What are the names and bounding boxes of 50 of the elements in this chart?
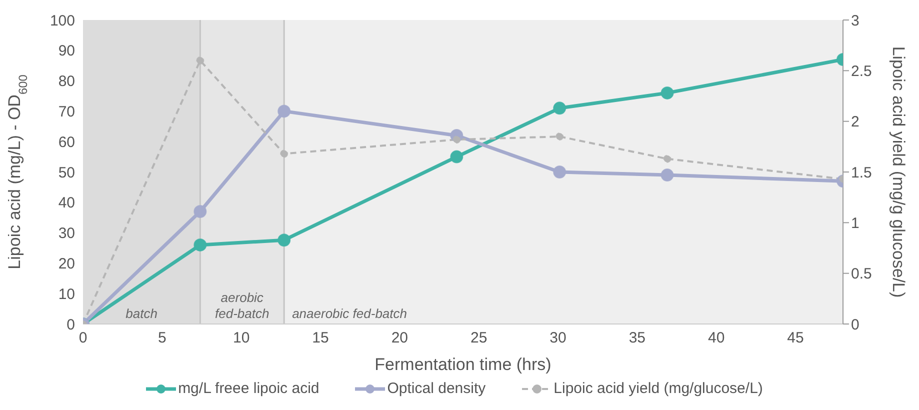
y2-tick-label: 2 xyxy=(851,114,860,131)
legend-label: Lipoic acid yield (mg/glucose/L) xyxy=(552,380,763,397)
y-tick-label: 100 xyxy=(50,12,75,30)
y-tick-label: 60 xyxy=(58,134,75,151)
y-tick-label: 40 xyxy=(58,194,75,212)
y2-tick-label: 2.5 xyxy=(851,62,872,80)
x-tick-label: 35 xyxy=(628,330,646,347)
point xyxy=(194,205,207,218)
point xyxy=(556,132,564,141)
y-tick-label: 0 xyxy=(66,316,75,334)
legend-label: mg/L freee lipoic acid xyxy=(177,380,320,397)
y2-tick-label: 1.5 xyxy=(851,164,872,182)
y-tick-label: 80 xyxy=(58,73,75,90)
point xyxy=(663,154,672,163)
x-tick-label: 40 xyxy=(708,330,725,347)
y2-tick-label: 0 xyxy=(851,316,860,334)
x-tick-label: 45 xyxy=(787,330,804,347)
x-axis-title: Fermentation time (hrs) xyxy=(374,355,552,374)
y-tick-label: 10 xyxy=(58,286,75,303)
x-tick-label: 25 xyxy=(470,330,488,347)
y-tick-label: 30 xyxy=(58,225,75,242)
x-tick-label: 5 xyxy=(158,330,166,347)
point xyxy=(553,166,566,178)
y2-axis-title: Lipoic acid yield (mg/g glucose/L) xyxy=(889,46,908,298)
point xyxy=(194,238,207,252)
point xyxy=(278,104,291,118)
point xyxy=(280,150,288,158)
y2-tick-label: 0.5 xyxy=(851,266,872,283)
point xyxy=(660,168,674,182)
x-tick-label: 30 xyxy=(550,330,566,347)
band-label: batch xyxy=(126,306,158,321)
point xyxy=(450,150,464,164)
x-tick-label: 0 xyxy=(78,330,88,347)
point xyxy=(660,86,674,100)
point xyxy=(278,234,291,247)
point xyxy=(553,102,566,115)
y-tick-label: 20 xyxy=(58,256,75,273)
y-tick-label: 50 xyxy=(58,164,75,182)
y-tick-label: 90 xyxy=(58,42,75,60)
point xyxy=(452,136,461,144)
x-tick-label: 15 xyxy=(312,330,329,347)
y-tick-label: 70 xyxy=(58,104,75,121)
band-label: anaerobic fed-batch xyxy=(292,306,408,321)
point xyxy=(196,56,204,65)
y2-tick-label: 3 xyxy=(851,12,860,30)
band-label: aerobic fed-batch xyxy=(215,290,270,321)
legend-label: Optical density xyxy=(386,380,486,397)
y2-tick-label: 1 xyxy=(851,214,860,232)
x-tick-label: 20 xyxy=(391,330,408,347)
x-tick-label: 10 xyxy=(232,330,250,347)
